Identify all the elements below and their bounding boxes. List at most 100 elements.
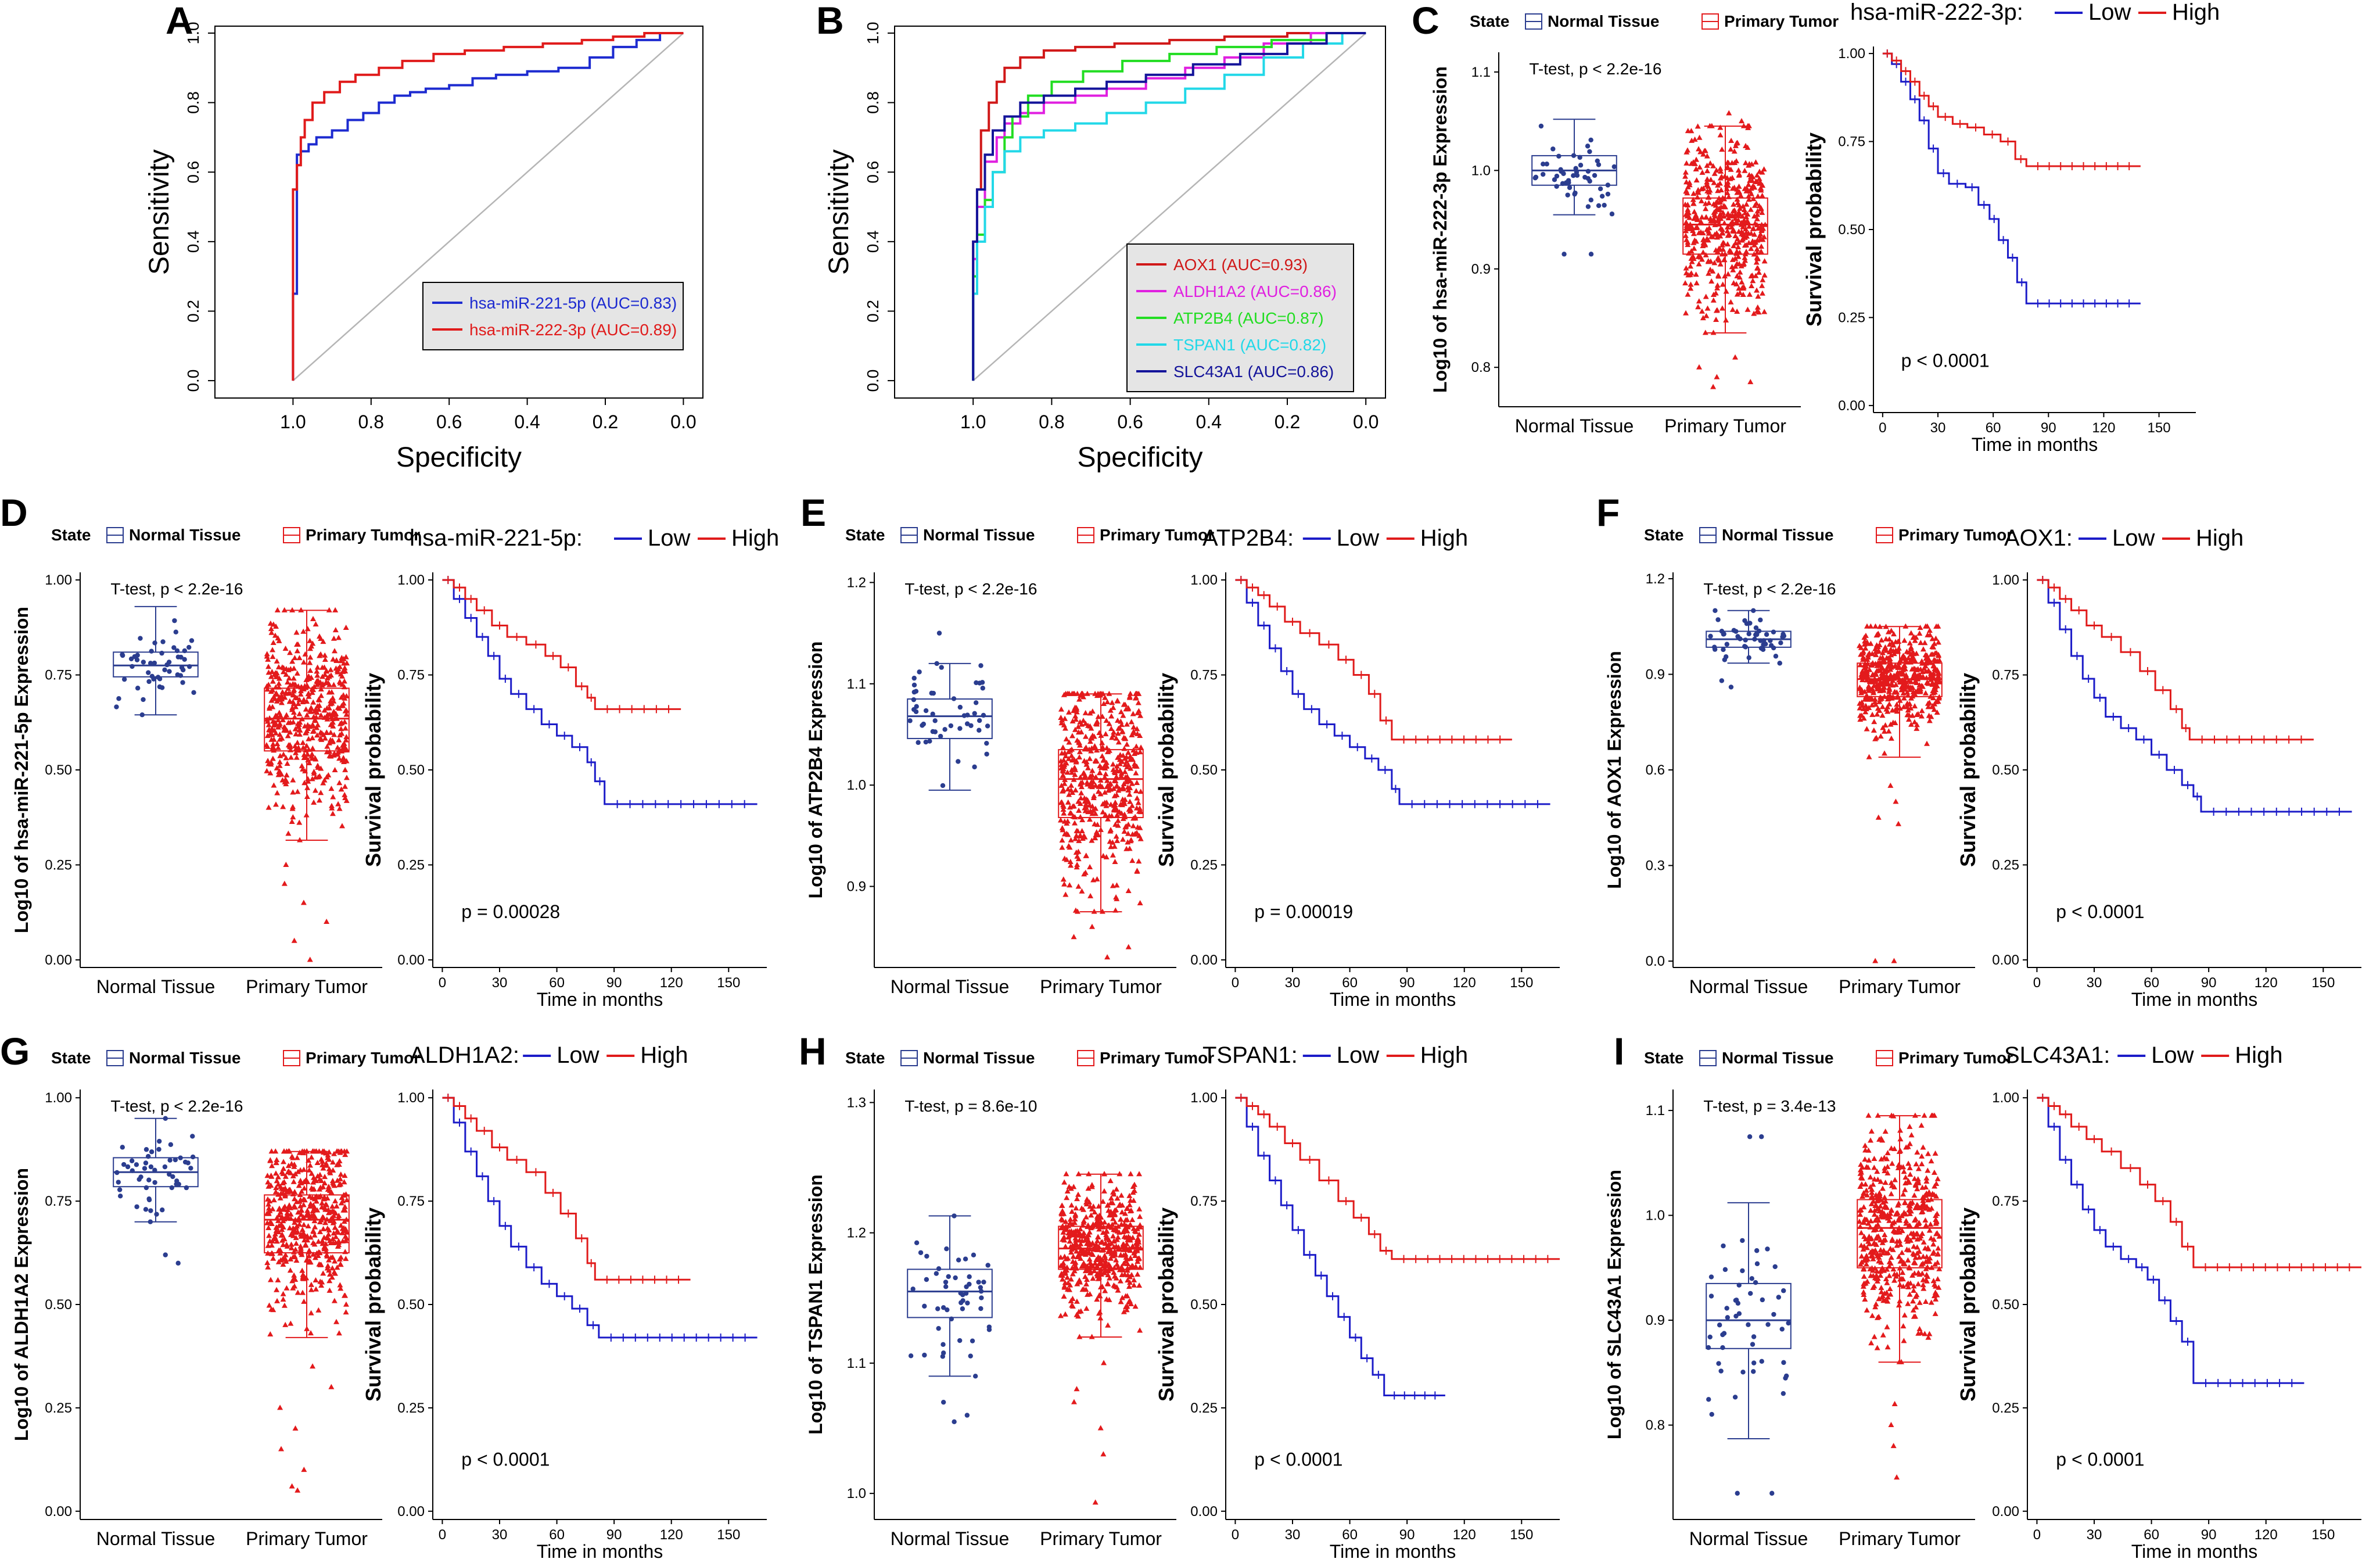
data-point <box>1765 1322 1771 1327</box>
data-point <box>1911 1234 1917 1240</box>
data-point <box>1115 754 1121 760</box>
km-title: hsa-miR-222-3p: <box>1850 0 2023 25</box>
data-point <box>1744 306 1751 312</box>
outlier-point <box>1887 782 1894 788</box>
y-axis-title: Log10 of hsa-miR-222-3p Expression <box>1430 66 1451 393</box>
data-point <box>1132 1303 1139 1309</box>
data-point <box>1930 1278 1937 1284</box>
data-point <box>317 1176 323 1182</box>
data-point <box>1094 1296 1100 1302</box>
data-point <box>1074 1298 1080 1304</box>
data-point <box>273 1185 279 1191</box>
data-point <box>1064 856 1070 862</box>
panel-letter-c: C <box>1412 0 1440 42</box>
data-point <box>268 1148 275 1154</box>
data-point <box>304 1207 311 1213</box>
data-point <box>1743 226 1749 232</box>
data-point <box>309 735 315 741</box>
data-point <box>1112 821 1119 827</box>
data-point <box>1081 758 1087 764</box>
data-point <box>1110 1189 1117 1195</box>
data-point <box>278 693 285 698</box>
data-point <box>292 1283 298 1289</box>
data-point <box>1877 655 1883 661</box>
data-point <box>343 1235 350 1241</box>
data-point <box>1099 753 1105 759</box>
data-point <box>334 1148 340 1154</box>
data-point <box>311 1206 317 1212</box>
data-point <box>1759 192 1765 198</box>
data-point <box>1094 876 1100 881</box>
outlier-point <box>1089 923 1095 929</box>
data-point <box>1919 708 1925 714</box>
data-point <box>290 698 296 704</box>
data-point <box>1724 189 1731 195</box>
y-tick-label: 0.3 <box>1646 858 1665 874</box>
data-point <box>1739 213 1746 219</box>
data-point <box>1076 696 1083 702</box>
data-point <box>320 639 326 644</box>
data-point <box>290 777 296 783</box>
data-point <box>289 707 295 712</box>
data-point <box>1924 623 1930 629</box>
data-point <box>1908 657 1914 662</box>
data-point <box>1868 1207 1874 1213</box>
data-point <box>1736 228 1742 234</box>
data-point <box>1111 729 1117 735</box>
data-point <box>1121 786 1127 791</box>
data-point <box>1074 864 1080 870</box>
data-point <box>1865 1112 1872 1118</box>
data-point <box>1096 1221 1102 1227</box>
data-point <box>1072 726 1078 732</box>
data-point <box>1130 815 1137 821</box>
pvalue-annotation: p < 0.0001 <box>2056 901 2144 922</box>
data-point <box>117 1187 123 1192</box>
data-point <box>1884 1163 1891 1169</box>
data-point <box>1711 216 1717 222</box>
y-tick-label: 1.00 <box>397 572 425 588</box>
data-point <box>173 629 178 635</box>
data-point <box>1858 1207 1864 1213</box>
data-point <box>141 697 146 703</box>
data-point <box>1913 1304 1919 1310</box>
data-point <box>1912 1293 1919 1299</box>
data-point <box>1137 836 1144 841</box>
data-point <box>1724 228 1731 234</box>
data-point <box>1920 646 1926 652</box>
data-point <box>1875 1112 1881 1118</box>
data-point <box>1072 787 1079 793</box>
data-point <box>1914 722 1920 727</box>
y-tick-label: 0.25 <box>397 1400 425 1416</box>
data-point <box>1882 1128 1889 1134</box>
outlier-point <box>1875 814 1882 820</box>
data-point <box>1125 706 1131 712</box>
data-point <box>344 660 350 666</box>
data-point <box>1862 1156 1868 1162</box>
data-point <box>314 725 320 730</box>
x-category-label: Primary Tumor <box>1839 1528 1961 1549</box>
data-point <box>1915 1180 1922 1185</box>
data-point <box>1746 223 1752 229</box>
data-point <box>1721 213 1727 219</box>
diagonal-reference-line <box>972 33 1367 382</box>
data-point <box>297 691 304 697</box>
data-point <box>1756 169 1762 174</box>
data-point <box>338 658 344 664</box>
km-curve-high <box>1235 579 1512 741</box>
state-legend-title: State <box>845 526 885 544</box>
data-point <box>338 1285 344 1291</box>
data-point <box>303 1241 309 1247</box>
data-point <box>325 1184 332 1189</box>
data-point <box>1111 807 1117 813</box>
data-point <box>1062 1311 1068 1317</box>
legend-low-label: Low <box>2151 1042 2194 1068</box>
data-point <box>1091 793 1097 798</box>
data-point <box>290 691 296 697</box>
data-point <box>1748 191 1754 196</box>
data-point <box>1089 772 1096 778</box>
data-point <box>342 1203 348 1209</box>
data-point <box>1884 704 1891 709</box>
data-point <box>1876 1196 1882 1202</box>
data-point <box>1751 310 1757 316</box>
data-point <box>1110 1212 1117 1217</box>
